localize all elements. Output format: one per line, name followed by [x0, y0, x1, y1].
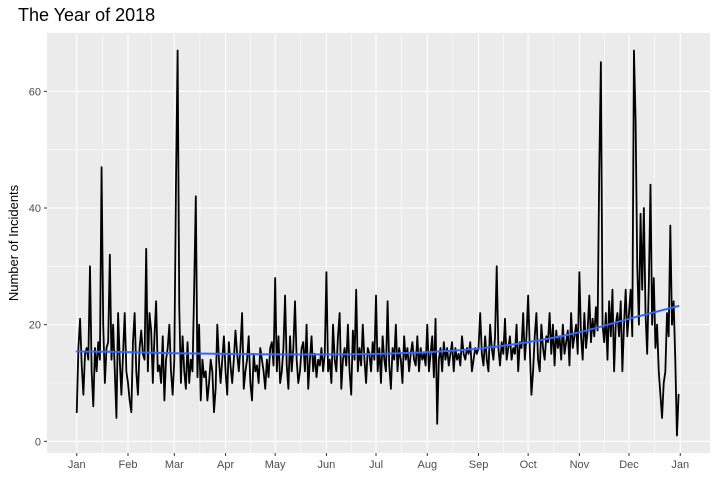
x-tick-label: May: [265, 459, 286, 471]
plot-panel: [47, 33, 710, 453]
x-tick-label: Jun: [318, 459, 336, 471]
y-tick-label: 0: [35, 436, 41, 448]
x-tick-label: Oct: [520, 459, 537, 471]
incidents-line: [75, 49, 680, 437]
chart-title: The Year of 2018: [18, 5, 156, 25]
x-tick-label: Jan: [68, 459, 86, 471]
y-tick-label: 40: [29, 203, 41, 215]
x-tick-label: Mar: [165, 459, 184, 471]
y-axis-title: Number of Incidents: [6, 184, 21, 301]
x-tick-label: Feb: [119, 459, 138, 471]
x-tick-label: Jan: [671, 459, 689, 471]
trend-line: [75, 305, 680, 356]
x-tick-label: Sep: [469, 459, 489, 471]
series-layer: [75, 49, 680, 437]
x-tick-label: Dec: [619, 459, 639, 471]
x-tick-label: Jul: [369, 459, 383, 471]
y-tick-label: 20: [29, 320, 41, 332]
x-tick-label: Nov: [570, 459, 590, 471]
x-tick-label: Aug: [417, 459, 437, 471]
axis-layer: 0 20 40 60 Jan Feb Mar Apr May Jun Jul Aug Sep Oct Nov…: [29, 86, 689, 471]
y-tick-label: 60: [29, 86, 41, 98]
x-tick-label: Apr: [217, 459, 234, 471]
